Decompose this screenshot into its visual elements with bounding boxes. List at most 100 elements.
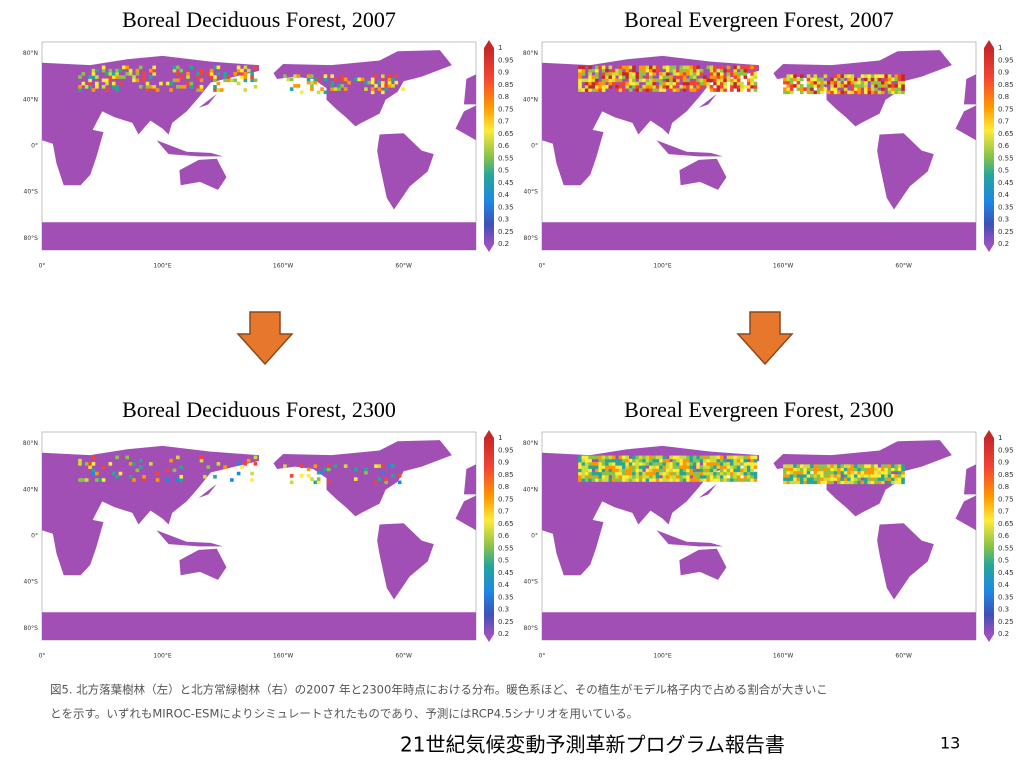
grid-cell bbox=[793, 84, 797, 88]
grid-cell bbox=[682, 478, 687, 482]
grid-cell bbox=[676, 468, 680, 473]
grid-cell bbox=[796, 80, 801, 85]
grid-cell bbox=[696, 78, 700, 83]
grid-cell bbox=[716, 88, 721, 92]
grid-cell bbox=[686, 72, 690, 76]
grid-cell bbox=[753, 465, 758, 469]
lat-label: 40°S bbox=[524, 189, 539, 196]
grid-cell bbox=[713, 468, 717, 473]
grid-cell bbox=[837, 480, 841, 485]
grid-cell bbox=[730, 81, 734, 86]
colorbar-end bbox=[484, 244, 494, 252]
grid-cell bbox=[730, 478, 734, 482]
grid-cell bbox=[894, 77, 899, 82]
grid-cell bbox=[91, 468, 96, 473]
grid-cell bbox=[377, 87, 382, 91]
grid-cell bbox=[730, 88, 734, 92]
grid-cell bbox=[145, 81, 150, 86]
lat-label: 0° bbox=[31, 143, 38, 150]
grid-cell bbox=[716, 471, 721, 476]
grid-cell bbox=[799, 467, 804, 472]
grid-cell bbox=[799, 74, 804, 78]
grid-cell bbox=[823, 474, 828, 478]
grid-cell bbox=[736, 468, 741, 473]
grid-cell bbox=[894, 84, 899, 88]
grid-cell bbox=[713, 81, 717, 86]
grid-cell bbox=[743, 465, 748, 469]
grid-cell bbox=[611, 462, 616, 466]
grid-cell bbox=[726, 78, 731, 83]
grid-cell bbox=[655, 78, 660, 83]
grid-cell bbox=[682, 468, 687, 473]
grid-cell bbox=[226, 75, 231, 79]
grid-cell bbox=[578, 468, 582, 473]
grid-cell bbox=[696, 88, 700, 92]
grid-cell bbox=[686, 84, 690, 89]
grid-cell bbox=[605, 465, 609, 469]
grid-cell bbox=[632, 81, 636, 86]
grid-cell bbox=[615, 474, 619, 479]
grid-cell bbox=[88, 75, 92, 79]
grid-cell bbox=[894, 477, 899, 481]
grid-cell bbox=[723, 78, 727, 83]
grid-cell bbox=[397, 480, 402, 485]
grid-cell bbox=[199, 458, 204, 463]
grid-cell bbox=[753, 88, 758, 92]
grid-cell bbox=[662, 88, 667, 92]
grid-cell bbox=[595, 84, 599, 89]
colorbar-label: 0.2 bbox=[498, 630, 509, 638]
grid-cell bbox=[746, 88, 751, 92]
land bbox=[679, 158, 727, 190]
colorbar-label: 0.5 bbox=[498, 557, 509, 565]
panel-title: Boreal Evergreen Forest, 2300 bbox=[624, 397, 894, 422]
grid-cell bbox=[108, 68, 113, 73]
lat-label: 80°S bbox=[24, 625, 39, 632]
grid-cell bbox=[88, 81, 92, 86]
grid-cell bbox=[826, 80, 831, 85]
grid-cell bbox=[78, 458, 82, 463]
grid-cell bbox=[632, 458, 636, 463]
grid-cell bbox=[850, 480, 855, 485]
grid-cell bbox=[622, 72, 626, 76]
grid-cell bbox=[179, 478, 184, 482]
grid-cell bbox=[155, 471, 160, 476]
grid-cell bbox=[709, 75, 714, 79]
grid-cell bbox=[595, 75, 599, 79]
colorbar-label: 0.35 bbox=[498, 593, 514, 601]
land bbox=[656, 140, 723, 157]
grid-cell bbox=[108, 75, 113, 79]
grid-cell bbox=[696, 68, 700, 73]
grid-cell bbox=[789, 74, 794, 78]
grid-cell bbox=[662, 478, 667, 482]
grid-cell bbox=[813, 480, 818, 485]
grid-cell bbox=[659, 468, 663, 473]
grid-cell bbox=[733, 455, 738, 460]
grid-cell bbox=[746, 462, 751, 466]
grid-cell bbox=[894, 467, 899, 472]
colorbar-label: 0.4 bbox=[498, 581, 510, 589]
grid-cell bbox=[870, 77, 875, 82]
grid-cell bbox=[682, 455, 687, 460]
grid-cell bbox=[703, 455, 707, 460]
grid-cell bbox=[635, 72, 640, 76]
grid-cell bbox=[672, 78, 677, 83]
grid-cell bbox=[843, 74, 848, 78]
grid-cell bbox=[706, 465, 711, 469]
grid-cell bbox=[783, 80, 787, 85]
grid-cell bbox=[608, 468, 613, 473]
grid-cell bbox=[719, 465, 724, 469]
grid-cell bbox=[867, 477, 872, 481]
grid-cell bbox=[830, 90, 834, 95]
grid-cell bbox=[840, 470, 845, 475]
grid-cell bbox=[672, 81, 677, 86]
grid-cell bbox=[642, 478, 646, 482]
grid-cell bbox=[884, 474, 888, 478]
grid-cell bbox=[584, 478, 589, 482]
grid-cell bbox=[588, 72, 592, 76]
grid-cell bbox=[605, 478, 609, 482]
map bbox=[541, 41, 977, 251]
grid-cell bbox=[588, 75, 592, 79]
grid-cell bbox=[793, 477, 797, 481]
caption: 図5. 北方落葉樹林（左）と北方常緑樹林（右）の2007 年と2300年時点にお… bbox=[50, 683, 828, 697]
grid-cell bbox=[716, 72, 721, 76]
